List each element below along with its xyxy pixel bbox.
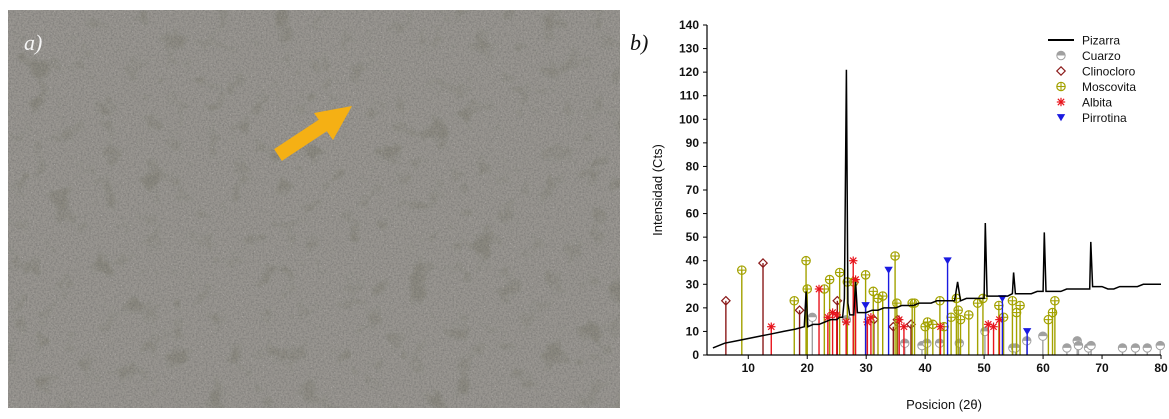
legend-label: Pizarra (1082, 34, 1120, 48)
reference-marker (1063, 344, 1071, 352)
reference-marker (1118, 344, 1126, 352)
y-tick-label: 100 (679, 112, 699, 126)
reference-marker (954, 306, 962, 314)
y-tick-label: 130 (679, 42, 699, 56)
y-tick-label: 90 (686, 136, 700, 150)
rock-photo (8, 10, 620, 408)
legend-marker-swatch (1057, 67, 1065, 75)
reference-marker (835, 268, 843, 276)
reference-marker (808, 313, 816, 321)
reference-marker (1016, 301, 1024, 309)
reference-marker (900, 323, 908, 331)
reference-marker (965, 311, 973, 319)
legend-entry: Cuarzo (1057, 49, 1121, 63)
legend-entry: Pizarra (1048, 34, 1120, 48)
reference-marker (1023, 328, 1031, 335)
x-tick-label: 50 (977, 361, 991, 375)
series-pirrotina (861, 257, 1031, 355)
reference-marker (895, 315, 903, 323)
legend-label: Albita (1082, 96, 1112, 110)
y-tick-label: 30 (686, 277, 700, 291)
reference-marker (1087, 341, 1095, 349)
reference-marker (956, 315, 964, 323)
reference-marker (989, 323, 997, 331)
reference-marker (738, 266, 746, 274)
y-axis-label: Intensidad (Cts) (650, 144, 665, 236)
legend-entry: Clinocloro (1057, 65, 1136, 79)
x-tick-label: 70 (1095, 361, 1109, 375)
y-tick-label: 10 (686, 324, 700, 338)
x-tick-label: 20 (801, 361, 815, 375)
reference-marker (1074, 341, 1082, 349)
legend-marker-swatch (1057, 82, 1065, 90)
legend-entry: Albita (1057, 96, 1113, 110)
x-axis-label: Posicion (2θ) (906, 397, 982, 412)
reference-marker (790, 297, 798, 305)
reference-marker (879, 292, 887, 300)
series-moscovita (738, 252, 1059, 355)
legend-marker-swatch (1057, 51, 1065, 59)
y-tick-label: 140 (679, 18, 699, 32)
series-cuarzo (808, 313, 1164, 355)
y-tick-label: 70 (686, 183, 700, 197)
x-tick-label: 60 (1036, 361, 1050, 375)
reference-marker (1039, 332, 1047, 340)
xrd-chart: 10 20 30 40 50 60 70 80 0 10 20 30 40 50 60 70 80 90 100 11… (640, 0, 1169, 414)
reference-marker (901, 339, 909, 347)
reference-marker (891, 252, 899, 260)
legend-label: Moscovita (1082, 80, 1136, 94)
y-tick-label: 20 (686, 301, 700, 315)
reference-marker (884, 267, 892, 274)
reference-marker (1131, 344, 1139, 352)
reference-marker (943, 257, 951, 264)
x-tick-label: 30 (860, 361, 874, 375)
legend-label: Clinocloro (1082, 65, 1136, 79)
reference-marker (929, 320, 937, 328)
y-tick-label: 80 (686, 159, 700, 173)
y-tick-label: 110 (680, 89, 700, 103)
reference-marker (803, 285, 811, 293)
y-tick-label: 40 (686, 254, 700, 268)
x-tick-label: 10 (742, 361, 756, 375)
x-tick-label: 40 (918, 361, 932, 375)
reference-marker (825, 275, 833, 283)
reference-marker (1143, 344, 1151, 352)
reference-marker (849, 257, 857, 265)
reference-marker (842, 318, 850, 326)
reference-marker (1008, 297, 1016, 305)
reference-marker (861, 271, 869, 279)
legend-label: Pirrotina (1082, 111, 1127, 125)
reference-marker (1156, 341, 1164, 349)
rock-photo-image (8, 10, 620, 408)
reference-marker (867, 313, 875, 321)
legend-marker-swatch (1057, 98, 1065, 106)
legend-entry: Pirrotina (1057, 111, 1127, 125)
reference-marker (767, 323, 775, 331)
reference-marker (815, 285, 823, 293)
y-tick-label: 60 (686, 207, 700, 221)
reference-marker (861, 302, 869, 309)
legend-marker-swatch (1057, 114, 1065, 121)
reference-marker (1051, 297, 1059, 305)
reference-marker (802, 257, 810, 265)
y-tick-label: 0 (692, 348, 699, 362)
legend-entry: Moscovita (1057, 80, 1137, 94)
reference-marker (973, 299, 981, 307)
y-tick-label: 50 (686, 230, 700, 244)
reference-marker (936, 323, 944, 331)
legend-label: Cuarzo (1082, 49, 1121, 63)
x-tick-label: 80 (1154, 361, 1168, 375)
y-tick-label: 120 (679, 65, 699, 79)
reference-marker (923, 318, 931, 326)
panel-label-a: a) (24, 30, 42, 56)
xrd-chart-svg: 10 20 30 40 50 60 70 80 0 10 20 30 40 50 60 70 80 90 100 11… (640, 0, 1169, 414)
